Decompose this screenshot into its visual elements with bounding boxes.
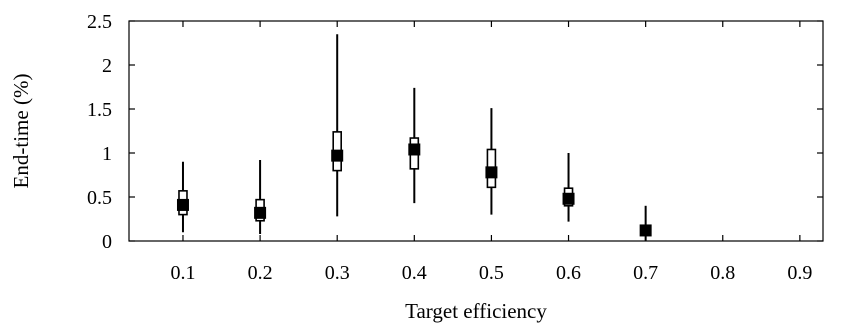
box-group	[408, 87, 421, 204]
x-tick-label: 0.7	[633, 262, 658, 284]
x-tick-label: 0.2	[248, 262, 273, 284]
median-marker	[562, 192, 575, 205]
x-tick-label: 0.1	[170, 262, 195, 284]
y-tick-label: 2	[102, 55, 112, 77]
y-tick-label: 0	[102, 231, 112, 253]
box-group	[562, 153, 575, 222]
box-group	[639, 205, 652, 241]
median-marker	[639, 224, 652, 237]
y-axis: 0 0.5 1 1.5 2 2.5	[87, 11, 823, 253]
x-tick-label: 0.9	[787, 262, 812, 284]
box-series	[176, 34, 652, 241]
y-tick-label: 0.5	[87, 187, 112, 209]
median-marker	[408, 143, 421, 156]
y-tick-label: 1.5	[87, 99, 112, 121]
y-tick-label: 1	[102, 143, 112, 165]
x-tick-label: 0.6	[556, 262, 581, 284]
median-marker	[254, 206, 267, 219]
y-tick-label: 2.5	[87, 11, 112, 33]
y-axis-title: End-time (%)	[9, 74, 33, 189]
box-group	[485, 108, 498, 215]
x-tick-label: 0.5	[479, 262, 504, 284]
median-marker	[485, 166, 498, 179]
median-marker	[331, 149, 344, 162]
box-group	[331, 34, 344, 217]
x-tick-label: 0.3	[325, 262, 350, 284]
x-axis-title: Target efficiency	[405, 299, 547, 323]
box-group	[176, 161, 189, 233]
median-marker	[176, 198, 189, 211]
x-tick-label: 0.4	[402, 262, 427, 284]
x-tick-label: 0.8	[710, 262, 735, 284]
box-group	[254, 160, 267, 234]
plot-frame	[128, 20, 824, 242]
